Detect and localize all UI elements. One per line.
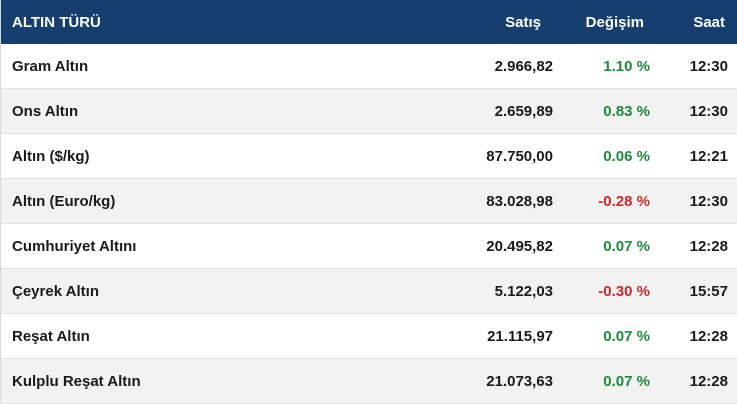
table-row[interactable]: Gram Altın 2.966,82 1.10 % 12:30 (1, 44, 737, 89)
table-row[interactable]: Çeyrek Altın 5.122,03 -0.30 % 15:57 (1, 269, 737, 314)
table-row[interactable]: Kulplu Reşat Altın 21.073,63 0.07 % 12:2… (1, 359, 737, 404)
table-row[interactable]: Reşat Altın 21.115,97 0.07 % 12:28 (1, 314, 737, 359)
update-time: 12:28 (689, 327, 728, 345)
change-percent: 0.06 % (603, 147, 650, 165)
gold-type-name[interactable]: Altın ($/kg) (12, 147, 90, 165)
update-time: 12:21 (689, 147, 728, 165)
gold-type-name[interactable]: Ons Altın (12, 102, 79, 120)
sell-price: 20.495,82 (486, 237, 553, 255)
column-header-time[interactable]: Saat (693, 13, 725, 31)
update-time: 12:28 (689, 372, 728, 390)
change-percent: 1.10 % (603, 57, 650, 75)
change-percent: 0.83 % (603, 102, 650, 120)
change-percent: -0.30 % (598, 282, 650, 300)
table-header-row: ALTIN TÜRÜ Satış Değişim Saat (1, 0, 737, 44)
update-time: 12:30 (689, 102, 728, 120)
gold-type-name[interactable]: Reşat Altın (12, 327, 90, 345)
gold-type-name[interactable]: Altın (Euro/kg) (12, 192, 116, 210)
table-row[interactable]: Cumhuriyet Altını 20.495,82 0.07 % 12:28 (1, 224, 737, 269)
update-time: 15:57 (689, 282, 728, 300)
table-row[interactable]: Ons Altın 2.659,89 0.83 % 12:30 (1, 89, 737, 134)
table-row[interactable]: Altın ($/kg) 87.750,00 0.06 % 12:21 (1, 134, 737, 179)
sell-price: 5.122,03 (494, 282, 553, 300)
sell-price: 21.115,97 (487, 327, 553, 345)
gold-type-name[interactable]: Cumhuriyet Altını (12, 237, 137, 255)
sell-price: 21.073,63 (486, 372, 553, 390)
gold-type-name[interactable]: Gram Altın (12, 57, 89, 75)
change-percent: -0.28 % (598, 192, 650, 210)
column-header-gold-type[interactable]: ALTIN TÜRÜ (12, 13, 101, 31)
column-header-change[interactable]: Değişim (585, 13, 644, 31)
change-percent: 0.07 % (603, 372, 650, 390)
gold-type-name[interactable]: Kulplu Reşat Altın (12, 372, 141, 390)
update-time: 12:28 (689, 237, 728, 255)
change-percent: 0.07 % (603, 237, 650, 255)
sell-price: 87.750,00 (486, 147, 553, 165)
table-row[interactable]: Altın (Euro/kg) 83.028,98 -0.28 % 12:30 (1, 179, 737, 224)
sell-price: 2.659,89 (494, 102, 553, 120)
sell-price: 2.966,82 (494, 57, 553, 75)
update-time: 12:30 (689, 57, 728, 75)
sell-price: 83.028,98 (486, 192, 553, 210)
column-header-sell[interactable]: Satış (505, 13, 541, 31)
change-percent: 0.07 % (603, 327, 650, 345)
update-time: 12:30 (689, 192, 728, 210)
gold-type-name[interactable]: Çeyrek Altın (12, 282, 99, 300)
